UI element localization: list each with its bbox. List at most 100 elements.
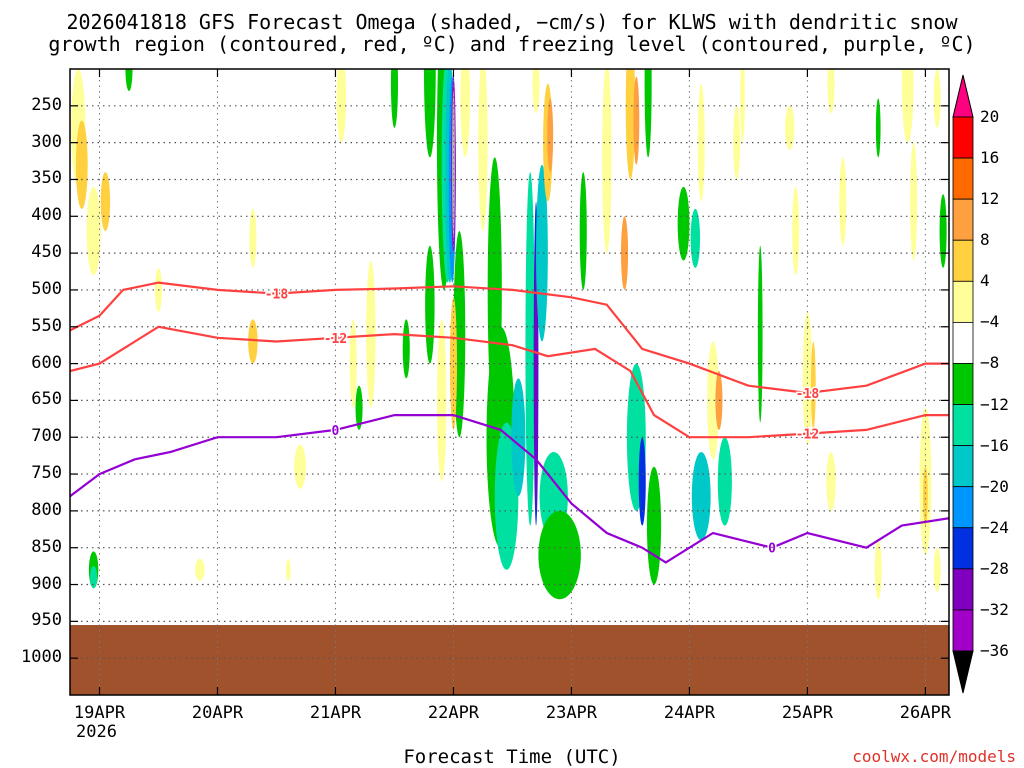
omega-shade-55	[677, 186, 690, 261]
credit-link[interactable]: coolwx.com/models	[852, 747, 1016, 766]
omega-shade-42	[538, 510, 581, 600]
omega-shade-77	[910, 142, 918, 261]
colorbar-swatch-11	[952, 568, 974, 611]
omega-shade-49	[633, 76, 640, 165]
colorbar-bottom-arrow	[952, 650, 974, 694]
ytick-label-600: 600	[31, 352, 62, 373]
ytick-label-900: 900	[31, 573, 62, 594]
colorbar-swatch-6	[952, 363, 974, 405]
omega-shade-40	[536, 164, 548, 342]
ytick-label-800: 800	[31, 499, 62, 520]
omega-shade-70	[810, 341, 816, 430]
xtick-label-21APR: 21APR	[309, 703, 362, 723]
omega-shade-16	[355, 385, 363, 430]
colorbar-label-13: −36	[980, 641, 1009, 660]
omega-shade-19	[402, 319, 410, 379]
omega-shade-44	[547, 98, 554, 173]
omega-shade-81	[939, 194, 947, 268]
ytick-label-400: 400	[31, 205, 62, 226]
colorbar-label-10: −24	[980, 517, 1009, 537]
colorbar-label-6: −8	[980, 353, 1000, 373]
omega-shade-45	[532, 69, 540, 114]
omega-shade-39	[534, 245, 538, 511]
contour-line-0	[70, 414, 949, 564]
contour-label-0-0: 0	[332, 424, 340, 439]
colorbar-swatch-2	[952, 198, 974, 241]
omega-shade-58	[715, 370, 723, 430]
ytick-label-700: 700	[31, 426, 62, 447]
omega-shade-79	[923, 466, 928, 526]
colorbar-swatch-12	[952, 609, 974, 652]
chart-title-line-2: growth region (contoured, red, ºC) and f…	[48, 32, 976, 56]
omega-shade-82	[933, 547, 941, 592]
omega-shade-3	[100, 172, 111, 232]
omega-shade-18	[390, 69, 399, 128]
omega-shade-9	[195, 558, 205, 581]
colorbar-label-7: −12	[980, 394, 1009, 414]
colorbar-swatch-10	[952, 527, 974, 570]
colorbar-label-9: −20	[980, 476, 1009, 496]
colorbar-label-12: −32	[980, 599, 1009, 619]
omega-shade-52	[638, 437, 646, 526]
omega-shade-1	[75, 120, 88, 209]
colorbar	[952, 74, 974, 694]
omega-shade-76	[901, 69, 914, 143]
omega-shade-68	[792, 186, 800, 276]
xtick-label-22APR: 22APR	[427, 703, 480, 723]
omega-shade-56	[690, 208, 701, 268]
contour-label--18-1: -18	[796, 387, 820, 402]
omega-shade-75	[874, 540, 882, 600]
omega-shade-74	[875, 98, 881, 158]
omega-shade-80	[933, 69, 941, 128]
omega-shade-67	[784, 105, 795, 151]
omega-shade-72	[839, 157, 847, 246]
colorbar-label-0: 20	[980, 107, 1000, 126]
omega-shade-31	[460, 69, 470, 158]
colorbar-label-1: 16	[980, 148, 1000, 168]
ytick-label-300: 300	[31, 131, 62, 152]
omega-shade-12	[294, 444, 306, 489]
omega-shade-71	[826, 451, 836, 511]
colorbar-swatch-9	[952, 486, 974, 529]
colorbar-swatch-5	[952, 321, 974, 364]
contour-label--12-1: -12	[796, 428, 819, 443]
colorbar-swatch-1	[952, 157, 974, 200]
omega-shade-11	[248, 319, 258, 364]
omega-shade-32	[478, 69, 488, 231]
omega-shade-14	[336, 69, 347, 143]
omega-shade-5	[90, 566, 98, 589]
omega-shading-layer	[71, 17, 947, 600]
omega-shade-46	[579, 172, 587, 290]
ytick-label-250: 250	[31, 94, 62, 115]
ytick-label-450: 450	[31, 242, 62, 263]
chart-title-line-1: 2026041818 GFS Forecast Omega (shaded, −…	[66, 10, 958, 34]
omega-shade-63	[740, 69, 745, 143]
omega-shade-48	[625, 69, 636, 180]
colorbar-label-3: 8	[980, 230, 990, 250]
omega-shade-7	[133, 17, 138, 46]
contour-label-0-1: 0	[768, 542, 776, 557]
contour-label--12-0: -12	[324, 332, 347, 347]
omega-shade-73	[827, 69, 835, 114]
ytick-label-500: 500	[31, 278, 62, 299]
omega-shade-64	[723, 32, 727, 61]
xtick-label-23APR: 23APR	[545, 703, 598, 723]
omega-shade-54	[644, 69, 652, 158]
colorbar-label-2: 12	[980, 189, 1000, 209]
xtick-label-24APR: 24APR	[663, 703, 716, 723]
colorbar-swatch-3	[952, 239, 974, 282]
x-axis-year: 2026	[76, 722, 117, 742]
xtick-label-26APR: 26APR	[899, 703, 951, 723]
contour-label--18-0: -18	[265, 288, 289, 303]
xtick-label-19APR: 19APR	[73, 703, 126, 723]
omega-shade-15	[349, 319, 357, 408]
omega-shade-6	[125, 69, 133, 92]
colorbar-label-8: −16	[980, 435, 1009, 455]
ytick-label-950: 950	[31, 610, 62, 631]
colorbar-label-11: −28	[980, 558, 1009, 578]
omega-shade-50	[620, 216, 629, 290]
omega-shade-59	[691, 451, 711, 541]
omega-shade-2	[86, 186, 101, 276]
omega-shade-21	[436, 319, 447, 482]
